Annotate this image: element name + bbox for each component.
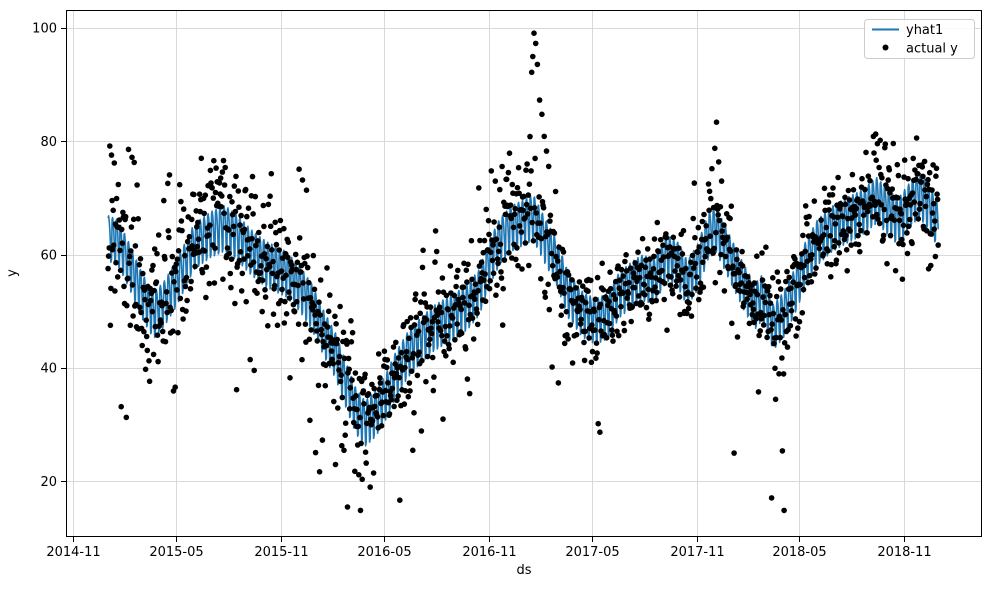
y-axis-title: y	[5, 269, 20, 277]
legend: yhat1 actual y	[864, 19, 975, 59]
x-axis-title: ds	[516, 563, 531, 578]
actual-y-dot-swatch	[882, 44, 889, 51]
x-tick-label: 2016-11	[462, 545, 516, 560]
plot-area: 2014-11 2015-05 2015-11 2016-05 2016-11 2017-…	[32, 10, 982, 560]
y-tick-label: 80	[40, 135, 57, 150]
yhat1-line	[107, 173, 939, 447]
grid-lines	[66, 10, 982, 537]
y-tick-label: 60	[40, 248, 57, 263]
x-tick-label: 2016-05	[357, 545, 411, 560]
x-tick-label: 2015-05	[149, 545, 203, 560]
axis-tick-labels: 2014-11 2015-05 2015-11 2016-05 2016-11 2017-…	[32, 22, 931, 560]
y-tick-label: 20	[40, 475, 57, 490]
legend-label-actual-y: actual y	[906, 42, 958, 57]
x-tick-label: 2017-05	[565, 545, 619, 560]
x-tick-label: 2018-05	[772, 545, 826, 560]
x-tick-label: 2015-11	[254, 545, 308, 560]
y-tick-label: 40	[40, 362, 57, 377]
x-tick-label: 2017-11	[670, 545, 724, 560]
actual-y-points	[105, 30, 941, 514]
y-tick-label: 100	[32, 22, 57, 37]
plot-border	[66, 10, 982, 537]
x-tick-label: 2014-11	[46, 545, 100, 560]
x-tick-label: 2018-11	[877, 545, 931, 560]
legend-label-yhat1: yhat1	[906, 23, 943, 38]
axis-ticks	[61, 28, 905, 542]
